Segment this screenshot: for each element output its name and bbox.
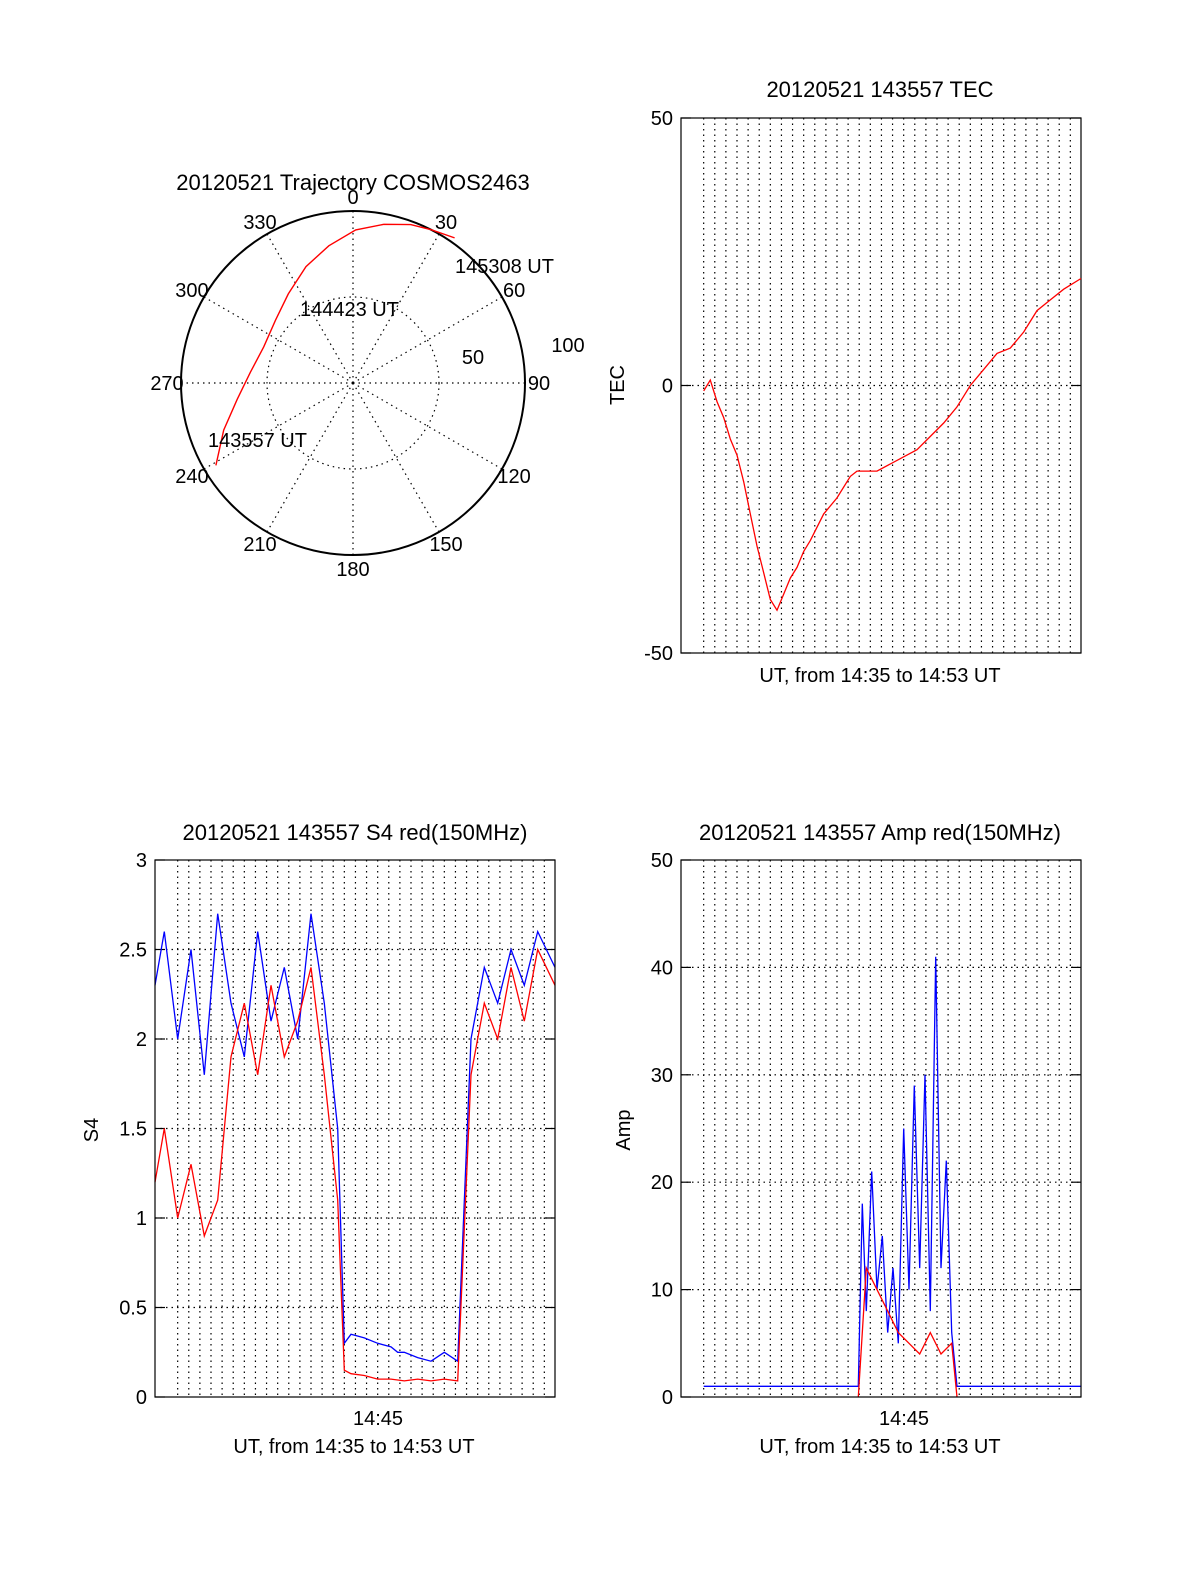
- polar-angle-label-240: 240: [175, 466, 208, 488]
- amp-y-tick-label: 0: [662, 1387, 673, 1409]
- polar-radius-label-50: 50: [462, 347, 484, 369]
- amp-series-line-1: [857, 1265, 958, 1398]
- polar-spoke-330: [266, 233, 354, 384]
- polar-spoke-300: [203, 296, 354, 384]
- tec-x-label: UT, from 14:35 to 14:53 UT: [759, 665, 1000, 687]
- amp-plot-frame: [680, 859, 1082, 1398]
- polar-angle-label-180: 180: [336, 559, 369, 581]
- tec-y-ticks: -50 0 50: [644, 108, 1081, 665]
- polar-trajectory-series: [215, 223, 455, 466]
- tec-series: [703, 277, 1082, 612]
- amp-x-tick-label: 14:45: [879, 1408, 929, 1430]
- tec-series-line-0: [703, 277, 1082, 612]
- amp-y-label: Amp: [613, 1109, 635, 1150]
- amp-series: [703, 956, 1081, 1398]
- polar-angle-label-330: 330: [243, 212, 276, 234]
- tec-y-tick-label: -50: [644, 643, 673, 665]
- amp-panel: 20120521 143557 Amp red(150MHz) 0 10 20 30 4…: [613, 820, 1082, 1458]
- polar-title: 20120521 Trajectory COSMOS2463: [176, 170, 529, 195]
- s4-x-label: UT, from 14:35 to 14:53 UT: [233, 1436, 474, 1458]
- polar-inner-circle: [266, 296, 440, 470]
- tec-plot-frame: [680, 117, 1082, 654]
- polar-grid: [180, 210, 526, 556]
- polar-spoke-150: [352, 382, 440, 533]
- s4-plot-frame: [154, 859, 556, 1398]
- polar-angle-label-300: 300: [175, 280, 208, 302]
- s4-y-tick-label: 0: [136, 1387, 147, 1409]
- s4-x-tick-label: 14:45: [353, 1408, 403, 1430]
- polar-radius-label-100: 100: [551, 335, 584, 357]
- s4-y-tick-label: 3: [136, 850, 147, 872]
- polar-spoke-30: [352, 233, 440, 384]
- polar-angle-label-60: 60: [503, 280, 525, 302]
- s4-y-tick-label: 1.5: [119, 1119, 147, 1141]
- s4-y-tick-label: 0.5: [119, 1298, 147, 1320]
- amp-title: 20120521 143557 Amp red(150MHz): [699, 820, 1061, 845]
- amp-y-tick-label: 40: [651, 957, 673, 979]
- tec-y-tick-label: 0: [662, 376, 673, 398]
- polar-angle-label-120: 120: [497, 466, 530, 488]
- polar-angle-label-150: 150: [429, 534, 462, 556]
- tec-y-tick-label: 50: [651, 108, 673, 130]
- polar-angle-labels: 0 30 60 90 120 150 180 210 240 270 300 330: [150, 187, 550, 581]
- polar-angle-label-90: 90: [528, 373, 550, 395]
- s4-y-tick-label: 2.5: [119, 940, 147, 962]
- polar-spoke-60: [352, 296, 503, 384]
- polar-angle-label-210: 210: [243, 534, 276, 556]
- s4-grid: [155, 860, 555, 1397]
- polar-annotation-mid: 144423 UT: [300, 299, 399, 321]
- s4-y-tick-label: 1: [136, 1208, 147, 1230]
- amp-y-ticks: 0 10 20 30 40 50: [651, 850, 1081, 1409]
- amp-y-tick-label: 30: [651, 1065, 673, 1087]
- s4-y-ticks: 0 0.5 1 1.5 2 2.5 3: [119, 850, 555, 1409]
- polar-spoke-210: [266, 382, 354, 533]
- polar-angle-label-270: 270: [150, 373, 183, 395]
- polar-annotation-start: 143557 UT: [208, 430, 307, 452]
- s4-series: [154, 913, 556, 1382]
- amp-y-tick-label: 10: [651, 1280, 673, 1302]
- polar-angle-label-30: 30: [435, 212, 457, 234]
- s4-title: 20120521 143557 S4 red(150MHz): [183, 820, 528, 845]
- s4-panel: 20120521 143557 S4 red(150MHz) 0 0.5 1 1.5 2…: [81, 820, 556, 1458]
- amp-x-label: UT, from 14:35 to 14:53 UT: [759, 1436, 1000, 1458]
- s4-y-tick-label: 2: [136, 1029, 147, 1051]
- tec-grid: [681, 118, 1081, 653]
- s4-y-label: S4: [81, 1118, 103, 1142]
- polar-trajectory-line-0: [215, 223, 455, 466]
- polar-angle-label-0: 0: [347, 187, 358, 209]
- polar-spoke-120: [352, 382, 503, 470]
- tec-y-label: TEC: [607, 365, 629, 405]
- polar-spoke-240: [203, 382, 354, 470]
- s4-series-line-0: [154, 913, 556, 1363]
- amp-y-tick-label: 20: [651, 1172, 673, 1194]
- amp-y-tick-label: 50: [651, 850, 673, 872]
- tec-title: 20120521 143557 TEC: [766, 77, 993, 102]
- polar-panel: 20120521 Trajectory COSMOS2463 0 30 60 90 12…: [150, 170, 584, 581]
- polar-annotation-end: 145308 UT: [455, 256, 554, 278]
- s4-series-line-1: [154, 947, 556, 1382]
- amp-series-line-0: [703, 956, 1081, 1387]
- tec-panel: 20120521 143557 TEC -50 0 50 TEC UT, from …: [607, 77, 1082, 687]
- amp-grid: [681, 860, 1081, 1397]
